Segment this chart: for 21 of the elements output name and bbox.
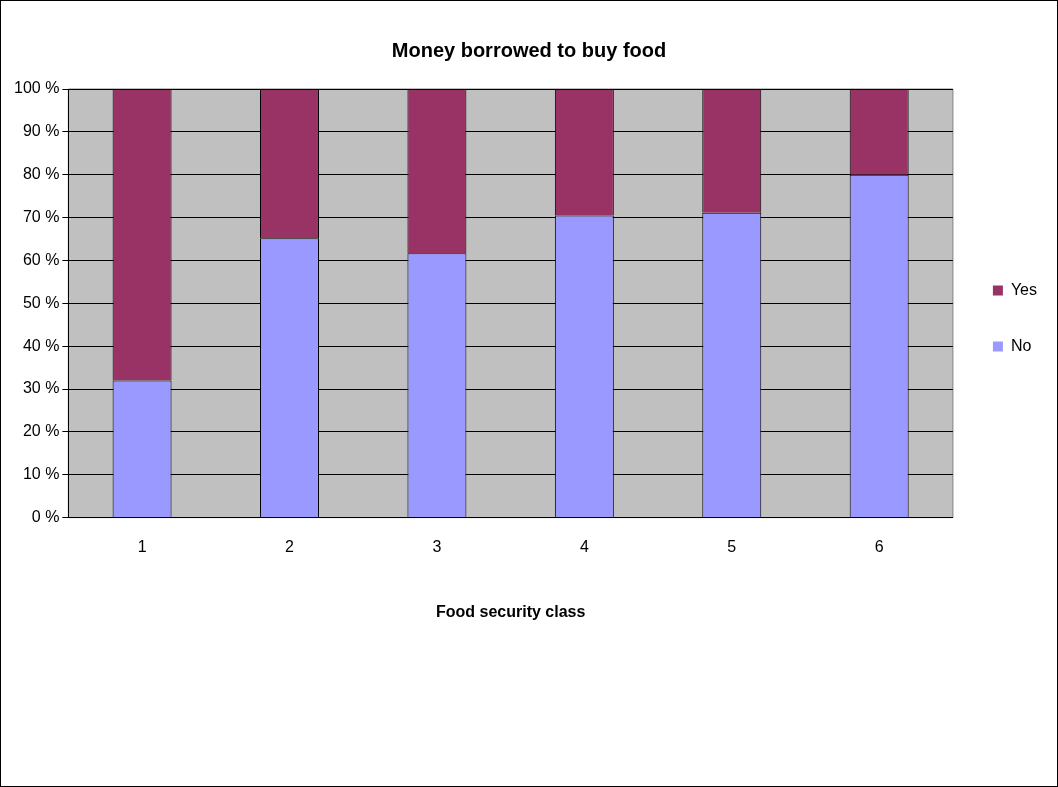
legend-label: No [1010,336,1032,354]
x-tick-label: 5 [727,537,737,555]
y-tick-label: 0 % [31,508,60,526]
y-tick-label: 70 % [22,207,60,225]
x-tick-label: 6 [874,537,884,555]
x-tick-label: 4 [579,537,589,555]
y-tick-label: 100 % [13,79,60,97]
y-tick-label: 90 % [22,122,60,140]
y-tick-label: 40 % [22,336,60,354]
y-tick-label: 30 % [22,379,60,397]
y-tick-label: 50 % [22,293,60,311]
y-tick-label: 60 % [22,250,60,268]
x-tick-label: 1 [137,537,147,555]
y-tick-label: 20 % [22,422,60,440]
legend-label: Yes [1010,280,1038,298]
y-tick-label: 10 % [22,465,60,483]
y-tick-label: 80 % [22,165,60,183]
x-axis-title: Food security class [435,602,586,620]
x-tick-label: 2 [285,537,295,555]
x-tick-label: 3 [432,537,442,555]
chart-title: Money borrowed to buy food [391,38,667,61]
